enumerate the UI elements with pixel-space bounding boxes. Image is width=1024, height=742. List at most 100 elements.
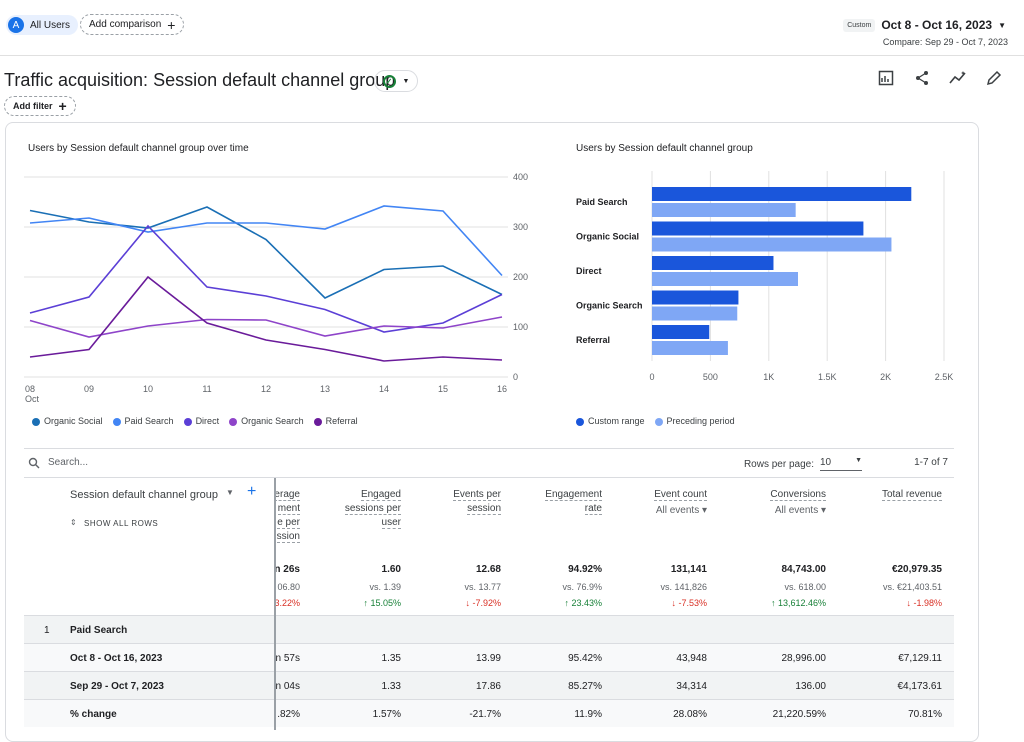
table-cell: 136.00 [795, 681, 826, 692]
table-cell: 1.33 [381, 681, 401, 692]
x-tick-label: 2K [880, 372, 891, 382]
show-all-rows-button[interactable]: SHOW ALL ROWS [84, 519, 159, 528]
rows-per-page-select[interactable]: 10 ▼ [820, 457, 862, 471]
table-cell: n 57s [275, 653, 300, 664]
metric-header[interactable]: Total revenue [881, 489, 942, 501]
series-line-referral [29, 275, 503, 362]
add-comparison-button[interactable]: Add comparison + [80, 14, 185, 35]
share-icon[interactable] [912, 68, 932, 88]
add-dimension-plus-icon[interactable]: + [247, 483, 257, 500]
total-vs-value: vs. 76.9% [562, 582, 602, 592]
search-input[interactable]: Search... [48, 457, 89, 468]
table-cell: 85.27% [568, 681, 602, 692]
x-tick-label: 1K [763, 372, 774, 382]
total-change: ↓ -1.98% [906, 598, 942, 608]
total-vs-value: vs. 141,826 [660, 582, 707, 592]
row-index: 1 [44, 625, 50, 636]
row-label-cell: % change [24, 699, 274, 727]
y-tick-label: 0 [513, 372, 518, 382]
metric-dropdown[interactable]: All events ▾ [655, 505, 707, 516]
x-tick-label: 14 [379, 384, 389, 394]
line-chart: 400 300 200 100 0 08 09 10 11 12 13 14 15 16 Oct [24, 172, 528, 404]
customize-report-icon[interactable] [876, 68, 896, 88]
table-cell: 1.35 [381, 653, 401, 664]
bar-category-label: Organic Search [576, 301, 643, 311]
custom-badge: Custom [843, 18, 876, 32]
table-cell: -21.7% [469, 709, 501, 720]
y-tick-label: 100 [513, 322, 528, 332]
total-value: n 26s [274, 564, 300, 575]
total-change: ↓ -7.53% [671, 598, 707, 608]
table-cell: 13.99 [475, 653, 501, 664]
top-bar: A All Users Add comparison + Custom Oct … [0, 0, 1024, 56]
date-range-picker[interactable]: Custom Oct 8 - Oct 16, 2023 ▼ [843, 18, 1006, 32]
metric-header[interactable]: erage ment e per ssion [274, 489, 300, 543]
dimension-column: Session default channel group ▼ + ⇕ SHOW ALL… [24, 478, 276, 730]
line-chart-legend: Organic Social Paid Search Direct Organic S… [32, 416, 358, 426]
table-cell: 1.57% [372, 709, 401, 720]
metric-header[interactable]: Event count All events ▾ [597, 488, 707, 518]
row-label: % change [70, 709, 117, 720]
bar-custom-range [652, 290, 739, 305]
metric-header[interactable]: Events per session [453, 489, 501, 515]
rows-per-page-label: Rows per page: [743, 458, 814, 470]
add-filter-button[interactable]: Add filter + [4, 96, 76, 116]
table-cell: 28.08% [673, 709, 707, 720]
plus-icon: + [58, 98, 67, 114]
row-label: Sep 29 - Oct 7, 2023 [70, 681, 164, 692]
dropdown-arrow-icon[interactable]: ▼ [226, 488, 234, 497]
metric-header[interactable]: Conversions All events ▾ [716, 488, 826, 518]
table-cell: .82% [277, 709, 300, 720]
total-value: 12.68 [475, 564, 501, 575]
bar-custom-range [652, 256, 774, 270]
total-vs-value: vs. 618.00 [784, 582, 826, 592]
total-change: ↑ 13,612.46% [770, 598, 826, 608]
metric-header[interactable]: Engaged sessions per user [344, 489, 401, 529]
total-value: 1.60 [381, 564, 401, 575]
x-tick-label: 0 [649, 372, 654, 382]
table-cell: 11.9% [574, 709, 602, 720]
bar-custom-range [652, 325, 710, 339]
table-cell: €7,129.11 [898, 653, 942, 664]
x-tick-label: 500 [703, 372, 718, 382]
x-tick-label: 2.5K [935, 372, 954, 382]
x-tick-label: 09 [84, 384, 94, 394]
date-range-text: Oct 8 - Oct 16, 2023 [881, 18, 993, 32]
table-cell: €4,173.61 [897, 681, 943, 692]
bar-chart-legend: Custom range Preceding period [576, 416, 735, 426]
pagination-text: 1-7 of 7 [914, 457, 948, 468]
x-tick-label: 15 [438, 384, 448, 394]
segment-avatar: A [8, 17, 24, 33]
bar-category-label: Referral [576, 335, 610, 345]
toolbar [876, 68, 1004, 88]
legend-item: Referral [313, 416, 358, 426]
report-status-chip[interactable]: ✓ ▼ [374, 70, 418, 92]
y-tick-label: 300 [513, 222, 528, 232]
table-cell: n 04s [275, 681, 300, 692]
dimension-header[interactable]: Session default channel group [70, 489, 218, 501]
metric-dropdown[interactable]: All events ▾ [774, 505, 826, 516]
total-vs-value: 06.80 [277, 582, 300, 592]
table-cell: 70.81% [908, 709, 942, 720]
row-label-cell: Oct 8 - Oct 16, 2023 [24, 643, 274, 671]
bar-chart-title: Users by Session default channel group [576, 143, 753, 154]
insights-icon[interactable] [948, 68, 968, 88]
add-filter-label: Add filter [13, 101, 53, 111]
table-cell: 34,314 [676, 681, 707, 692]
x-tick-label: 11 [202, 384, 211, 394]
compare-range-text: Compare: Sep 29 - Oct 7, 2023 [882, 37, 1008, 47]
bar-category-label: Direct [576, 266, 602, 276]
y-tick-label: 400 [513, 172, 528, 182]
x-tick-label: 08 [25, 384, 35, 394]
metric-header[interactable]: Engagement rate [545, 489, 602, 515]
line-chart-title: Users by Session default channel group o… [28, 143, 249, 154]
rows-per-page: Rows per page: 10 ▼ [744, 457, 862, 471]
dropdown-arrow-icon: ▼ [855, 457, 862, 464]
x-tick-label: 12 [261, 384, 271, 394]
dropdown-arrow-icon: ▼ [998, 20, 1006, 30]
segment-chip[interactable]: A All Users [6, 15, 79, 35]
y-tick-label: 200 [513, 272, 528, 282]
group-row-label-cell: 1 Paid Search [24, 615, 274, 643]
table-cell: 21,220.59% [772, 709, 826, 720]
edit-pencil-icon[interactable] [984, 68, 1004, 88]
